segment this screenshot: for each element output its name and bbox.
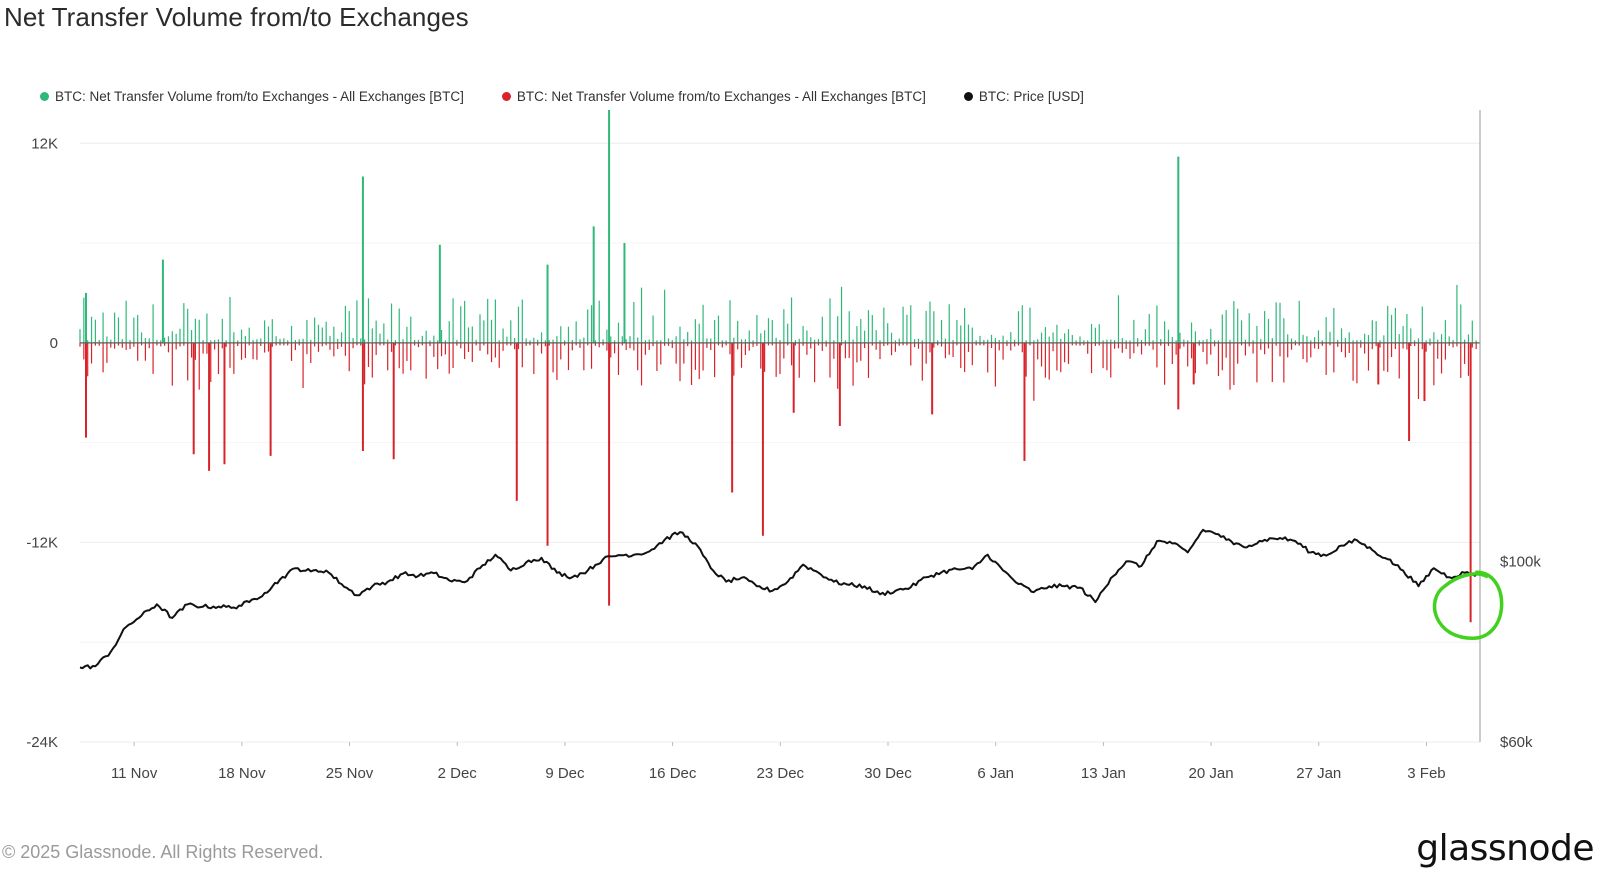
copyright-text: © 2025 Glassnode. All Rights Reserved. [2, 842, 324, 862]
glassnode-logo[interactable]: glassnode [1416, 828, 1594, 869]
x-tick-label: 3 Feb [1407, 765, 1445, 782]
chart-title: Net Transfer Volume from/to Exchanges [4, 2, 469, 32]
highlight-circle [1432, 570, 1504, 641]
bars-layer [79, 110, 1480, 623]
grid-lines [80, 142, 1480, 743]
x-tick-label: 27 Jan [1296, 765, 1341, 782]
x-tick-label: 6 Jan [977, 765, 1014, 782]
x-tick-label: 23 Dec [757, 765, 805, 782]
legend-dot-inflow [40, 91, 49, 101]
legend-item-outflow[interactable]: BTC: Net Transfer Volume from/to Exchang… [501, 88, 926, 104]
legend-dot-price [963, 91, 973, 101]
price-line [79, 528, 1481, 670]
chart-legend: BTC: Net Transfer Volume from/to Exchang… [40, 86, 1122, 106]
legend-label-inflow: BTC: Net Transfer Volume from/to Exchang… [55, 88, 464, 104]
x-tick-label: 20 Jan [1189, 765, 1234, 782]
y-left-tick-label: -24K [26, 734, 58, 751]
x-tick-label: 11 Nov [111, 765, 158, 782]
x-tick-label: 2 Dec [438, 765, 478, 782]
legend-label-price: BTC: Price [USD] [978, 88, 1084, 104]
y-left-tick-label: 12K [31, 135, 58, 152]
axis-layer: 12K 0 -12K -24K $100k $60k 11 Nov 18 Nov 25 Nov 2… [26, 110, 1541, 782]
legend-label-outflow: BTC: Net Transfer Volume from/to Exchang… [516, 88, 926, 104]
y-left-tick-label: 0 [50, 335, 58, 352]
legend-item-inflow[interactable]: BTC: Net Transfer Volume from/to Exchang… [40, 89, 464, 104]
price-layer [79, 528, 1481, 670]
x-tick-label: 30 Dec [864, 765, 912, 782]
y-left-tick-label: -12K [26, 534, 58, 551]
x-tick-label: 16 Dec [649, 765, 697, 782]
x-tick-label: 13 Jan [1081, 765, 1126, 782]
x-tick-label: 25 Nov [326, 765, 374, 782]
annotation-layer [1432, 570, 1504, 641]
y-right-tick-label: $60k [1500, 734, 1533, 751]
x-tick-label: 18 Nov [218, 765, 266, 782]
legend-dot-outflow [501, 91, 511, 101]
y-right-tick-label: $100k [1500, 553, 1541, 570]
x-tick-label: 9 Dec [545, 765, 585, 782]
legend-item-price[interactable]: BTC: Price [USD] [963, 88, 1084, 104]
